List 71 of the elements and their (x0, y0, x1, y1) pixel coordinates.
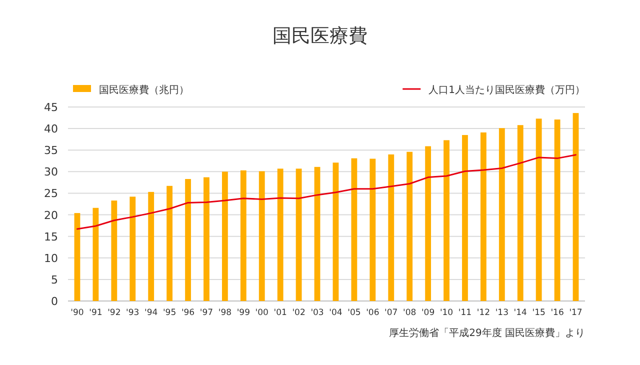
y-tick-label: 5 (51, 273, 58, 286)
bar (130, 196, 136, 301)
bar (498, 128, 505, 301)
x-tick-label: '01 (274, 308, 287, 318)
x-tick-label: '94 (144, 308, 158, 318)
x-tick-label: '05 (348, 308, 361, 318)
bar (111, 200, 118, 301)
x-tick-label: '02 (292, 308, 306, 318)
bar (92, 208, 99, 301)
x-tick-label: '92 (108, 308, 121, 318)
x-tick-label: '06 (366, 308, 380, 318)
y-tick-label: 0 (51, 295, 58, 308)
y-tick-label: 25 (44, 187, 58, 200)
x-tick-label: '93 (126, 308, 140, 318)
bar (572, 113, 579, 301)
text: 厚生労働省「平成29年度 国民医療費」より (389, 327, 585, 339)
bar (462, 135, 468, 301)
bar (74, 213, 80, 301)
line-series (76, 154, 577, 230)
x-tick-label: '13 (495, 308, 508, 318)
legend-label: 国民医療費（兆円） (99, 84, 189, 96)
x-tick-label: '15 (532, 308, 546, 318)
bar (277, 168, 284, 301)
x-tick-label: '04 (329, 308, 342, 318)
bar (222, 172, 228, 301)
x-tick-label: '09 (421, 308, 435, 318)
x-tick-label: '07 (384, 308, 398, 318)
x-tick-label: '14 (514, 308, 527, 318)
x-tick-label: '95 (162, 308, 176, 318)
y-tick-label: 20 (44, 208, 58, 222)
x-tick-label: '16 (550, 308, 564, 318)
x-tick-label: '97 (200, 308, 214, 318)
bar (148, 192, 154, 301)
chart-title: 国民医療費 (272, 25, 368, 47)
y-tick-label: 35 (44, 144, 58, 158)
bar (406, 152, 413, 301)
bar (425, 146, 432, 301)
x-tick-label: '99 (236, 308, 250, 318)
bar (296, 168, 302, 301)
x-tick-label: '91 (89, 308, 102, 318)
x-tick-label: '12 (476, 308, 490, 318)
x-tick-label: '96 (181, 308, 195, 318)
x-tick-label: '90 (70, 308, 84, 318)
y-tick-label: 15 (44, 230, 58, 244)
bar (204, 177, 210, 301)
bar (388, 154, 394, 301)
bar (351, 158, 358, 301)
bar (240, 170, 246, 301)
x-tick-label: '10 (440, 308, 454, 318)
bar (166, 186, 173, 301)
bar (536, 118, 542, 301)
bar (554, 120, 560, 301)
legend-label: 人口1人当たり国民医療費（万円） (428, 84, 585, 96)
y-tick-label: 10 (44, 252, 58, 265)
bar (332, 162, 339, 301)
bar (258, 171, 265, 301)
y-tick-label: 30 (44, 166, 58, 179)
bar (185, 178, 191, 301)
y-tick-label: 45 (44, 101, 58, 114)
bar (480, 132, 486, 301)
x-tick-label: '17 (569, 308, 582, 318)
x-tick-label: '08 (403, 308, 416, 318)
bar (314, 166, 320, 301)
y-tick-label: 40 (44, 122, 58, 136)
bar (517, 125, 524, 301)
x-tick-label: '00 (255, 308, 268, 318)
bar (370, 158, 376, 301)
x-tick-label: '11 (458, 308, 472, 318)
x-tick-label: '98 (218, 308, 232, 318)
x-tick-label: '03 (310, 308, 324, 318)
bar (444, 140, 450, 301)
